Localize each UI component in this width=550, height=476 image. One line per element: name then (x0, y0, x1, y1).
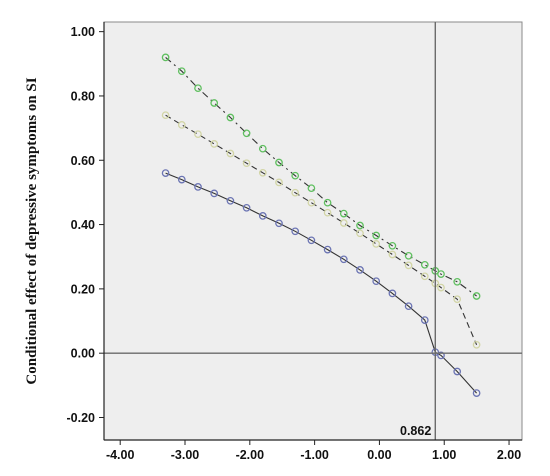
data-point (258, 144, 267, 153)
data-point (453, 367, 462, 376)
axes (103, 22, 522, 441)
x-tick-label: -2.00 (236, 448, 265, 462)
data-point (372, 240, 381, 248)
data-point (242, 203, 251, 212)
data-point (453, 295, 462, 304)
data-point (226, 196, 235, 205)
data-point (161, 53, 170, 62)
data-point (472, 340, 481, 349)
tick-labels: -4.00 -3.00 -2.00 -1.00 0.00 1.00 2.00 -0.20 0.0… (67, 25, 522, 462)
y-tick-label: 1.00 (71, 25, 95, 39)
data-point (210, 189, 219, 198)
plot-area (103, 21, 523, 441)
x-tick-label: -1.00 (300, 448, 329, 462)
data-point (356, 229, 364, 238)
data-point (307, 184, 316, 193)
data-point (275, 219, 283, 228)
data-point (307, 198, 316, 207)
data-point (437, 283, 445, 292)
data-point (437, 270, 445, 278)
y-tick-label: 0.80 (71, 89, 95, 103)
data-point (242, 129, 251, 138)
data-point (372, 231, 381, 240)
x-tick-label: 2.00 (497, 448, 521, 462)
data-point (404, 261, 413, 270)
data-point (307, 236, 316, 245)
y-tick-label: 0.20 (71, 282, 95, 296)
x-tick-label: 0.00 (367, 448, 391, 462)
data-point (372, 277, 381, 286)
data-point (388, 241, 397, 250)
data-point (472, 389, 481, 397)
data-point (226, 113, 235, 122)
data-point (437, 351, 445, 360)
y-axis-title: Conditional effect of depressive symptom… (24, 77, 40, 384)
data-point (323, 208, 332, 217)
data-point (291, 188, 300, 197)
data-point (404, 251, 413, 260)
data-point (177, 175, 186, 184)
data-point (258, 212, 267, 220)
data-point (291, 171, 300, 180)
x-tick-label: -3.00 (171, 448, 200, 462)
data-point (258, 168, 267, 177)
data-point (242, 159, 251, 168)
data-point (177, 67, 186, 76)
data-point (210, 140, 219, 148)
data-point (194, 130, 202, 139)
data-point (420, 316, 429, 324)
crossing-annotation: 0.862 (400, 424, 431, 438)
data-point (404, 302, 413, 311)
series-layer (161, 53, 481, 397)
series-line (165, 114, 478, 346)
data-point (339, 255, 348, 264)
y-tick-label: 0.00 (71, 347, 95, 361)
x-tick-label: 1.00 (432, 448, 456, 462)
data-point (323, 245, 332, 254)
data-point (420, 272, 429, 281)
data-point (226, 149, 235, 158)
data-point (275, 158, 283, 167)
data-point (453, 277, 462, 286)
data-point (339, 219, 348, 227)
y-tick-label: 0.40 (71, 218, 95, 232)
data-point (194, 183, 202, 191)
x-tick-label: -4.00 (106, 448, 135, 462)
series-line (165, 56, 477, 297)
data-point (388, 289, 397, 298)
data-point (388, 250, 397, 259)
series-line (165, 172, 478, 394)
data-point (356, 266, 364, 274)
series-2 (161, 111, 481, 349)
data-point (356, 221, 364, 230)
y-tick-label: -0.20 (67, 411, 96, 425)
data-point (161, 169, 170, 177)
data-point (210, 99, 219, 107)
data-point (194, 84, 202, 93)
series-3 (161, 169, 481, 397)
data-point (339, 209, 348, 218)
data-point (177, 121, 186, 129)
data-point (472, 292, 481, 300)
data-point (161, 111, 170, 120)
data-point (275, 178, 283, 187)
data-point (323, 198, 332, 207)
y-tick-label: 0.60 (71, 154, 95, 168)
data-point (291, 227, 300, 236)
data-point (420, 260, 429, 269)
